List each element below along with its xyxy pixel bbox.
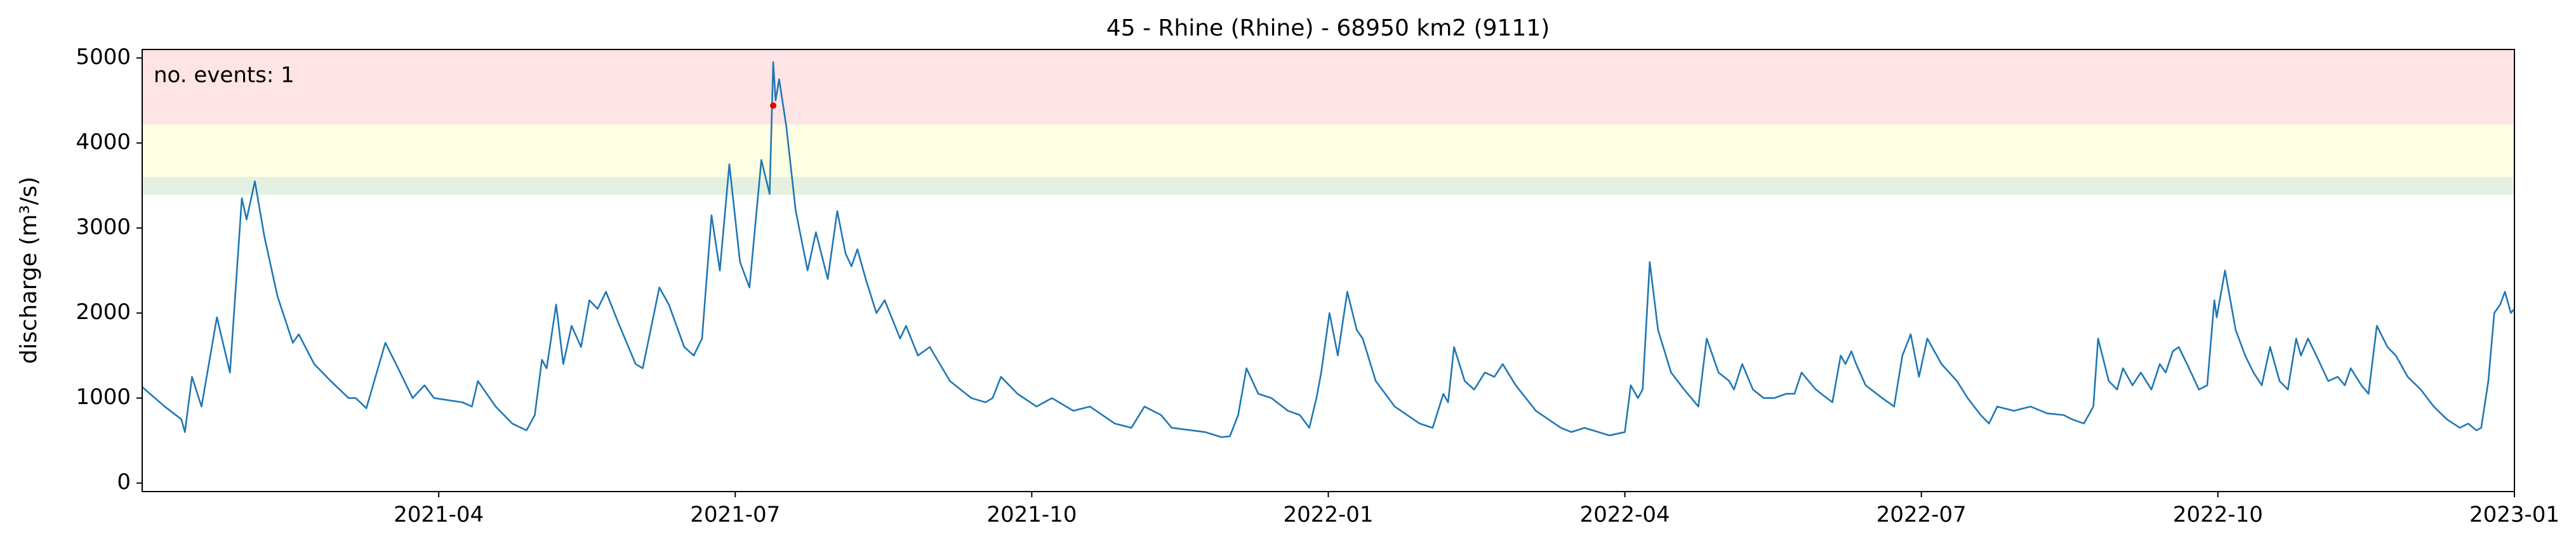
y-tick-label: 2000	[76, 299, 131, 325]
y-tick-label: 0	[117, 469, 131, 495]
threshold-band	[142, 124, 2514, 178]
x-tick-label: 2022-01	[1283, 502, 1373, 528]
y-tick-label: 4000	[76, 129, 131, 155]
event-point	[770, 102, 777, 109]
x-tick-label: 2022-04	[1580, 502, 1670, 528]
y-tick-label: 3000	[76, 214, 131, 240]
x-tick-label: 2021-07	[690, 502, 780, 528]
x-tick-label: 2021-04	[394, 502, 484, 528]
x-tick-label: 2022-10	[2173, 502, 2263, 528]
threshold-band	[142, 49, 2514, 124]
threshold-band	[142, 177, 2514, 195]
axes-frame	[142, 49, 2515, 492]
y-tick-label: 5000	[76, 44, 131, 70]
y-tick-label: 1000	[76, 384, 131, 410]
discharge-line	[142, 61, 2515, 438]
x-tick-label: 2023-01	[2469, 502, 2559, 528]
y-axis-label: discharge (m³/s)	[16, 176, 42, 363]
event-count-annotation: no. events: 1	[154, 63, 295, 88]
x-tick-label: 2021-10	[986, 502, 1077, 528]
chart-title: 45 - Rhine (Rhine) - 68950 km2 (9111)	[1106, 15, 1550, 41]
x-tick-label: 2022-07	[1876, 502, 1967, 528]
